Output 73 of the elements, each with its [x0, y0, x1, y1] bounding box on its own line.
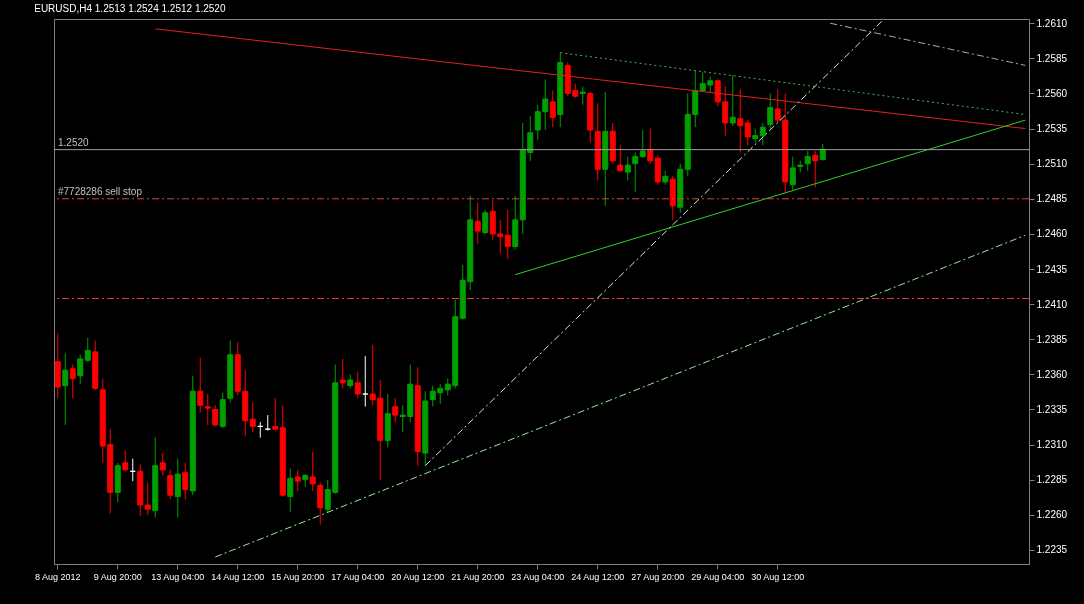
- candlestick: [294, 469, 301, 492]
- candlestick: [729, 74, 736, 127]
- candlestick: [174, 458, 181, 519]
- x-tick-label: 15 Aug 20:00: [271, 571, 325, 582]
- x-tick-label: 29 Aug 04:00: [691, 571, 745, 582]
- candlestick: [144, 482, 151, 516]
- y-tick-label: 1.2485: [1036, 193, 1068, 205]
- candlestick: [654, 154, 661, 186]
- y-tick-label: 1.2335: [1036, 403, 1068, 415]
- x-tick-label: 24 Aug 12:00: [571, 571, 625, 582]
- candlestick: [737, 88, 744, 153]
- candlestick: [549, 90, 556, 128]
- x-tick-label: 21 Aug 20:00: [451, 571, 505, 582]
- candlestick: [639, 129, 646, 159]
- x-tick-label: 17 Aug 04:00: [331, 571, 385, 582]
- candlestick: [84, 337, 91, 363]
- candlestick: [204, 393, 211, 426]
- candlestick: [632, 151, 639, 193]
- y-tick-label: 1.2385: [1036, 333, 1068, 345]
- candlestick: [362, 355, 369, 408]
- y-tick-label: 1.2410: [1036, 298, 1068, 310]
- y-tick-label: 1.2535: [1036, 123, 1068, 135]
- candlestick: [77, 354, 84, 385]
- y-tick-label: 1.2310: [1036, 439, 1068, 451]
- candlestick: [474, 202, 481, 245]
- candlestick: [69, 364, 76, 399]
- candlestick: [482, 209, 489, 235]
- candlestick: [744, 119, 751, 146]
- candlestick: [624, 156, 631, 182]
- candlestick: [504, 209, 511, 260]
- candlestick: [317, 482, 324, 526]
- candlestick: [309, 451, 316, 492]
- x-tick-label: 8 Aug 2012: [34, 571, 81, 582]
- ref-line-label: 1.2520: [58, 136, 90, 148]
- candlestick: [767, 92, 774, 131]
- candlestick: [759, 122, 766, 146]
- y-tick-label: 1.2560: [1036, 87, 1068, 99]
- candlestick: [392, 397, 399, 423]
- x-tick-label: 30 Aug 12:00: [751, 571, 805, 582]
- y-tick-label: 1.2235: [1036, 544, 1068, 556]
- candlestick: [167, 469, 174, 500]
- y-tick-label: 1.2460: [1036, 228, 1068, 240]
- x-tick-label: 13 Aug 04:00: [151, 571, 205, 582]
- candlestick: [159, 452, 166, 477]
- candlestick: [774, 88, 781, 124]
- x-tick-label: 20 Aug 12:00: [391, 571, 445, 582]
- y-tick-label: 1.2510: [1036, 158, 1068, 170]
- y-tick-label: 1.2610: [1036, 17, 1068, 29]
- candlestick: [789, 156, 796, 191]
- candlestick: [197, 357, 204, 413]
- candlestick: [579, 85, 586, 106]
- y-tick-label: 1.2285: [1036, 474, 1068, 486]
- y-tick-label: 1.2585: [1036, 52, 1068, 64]
- candlestick: [647, 128, 654, 165]
- candlestick: [804, 150, 811, 172]
- x-tick-label: 27 Aug 20:00: [631, 571, 685, 582]
- candlestick: [287, 467, 294, 513]
- ref-line-label: #7728286 sell stop: [58, 185, 143, 197]
- candlestick: [812, 150, 819, 189]
- x-tick-label: 9 Aug 20:00: [93, 571, 142, 582]
- candlestick: [272, 397, 279, 432]
- x-tick-label: 14 Aug 12:00: [211, 571, 265, 582]
- candlestick: [249, 401, 256, 433]
- candlestick: [617, 144, 624, 173]
- candlestick: [339, 358, 346, 389]
- chart-title: EURUSD,H4 1.2513 1.2524 1.2512 1.2520: [34, 3, 226, 15]
- x-tick-label: 23 Aug 04:00: [511, 571, 565, 582]
- candlestick: [182, 462, 189, 500]
- candlestick: [354, 371, 361, 399]
- y-tick-label: 1.2435: [1036, 263, 1068, 275]
- y-tick-label: 1.2260: [1036, 509, 1068, 521]
- y-tick-label: 1.2360: [1036, 368, 1068, 380]
- candlestick: [62, 352, 69, 426]
